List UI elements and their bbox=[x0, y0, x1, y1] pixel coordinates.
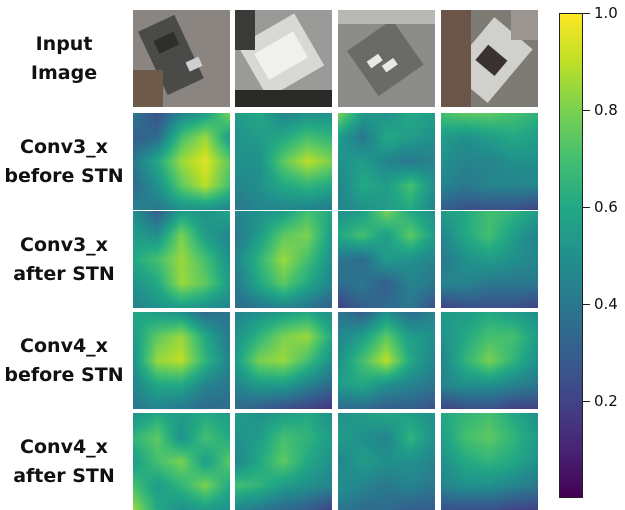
colorbar-tick-label: 0.2 bbox=[594, 392, 618, 410]
colorbar-tick-label: 1.0 bbox=[594, 4, 618, 22]
heatmap-tile bbox=[235, 211, 332, 308]
colorbar-tick bbox=[583, 13, 590, 14]
heatmap-tile bbox=[133, 211, 230, 308]
activation-heatmap bbox=[441, 113, 538, 210]
heatmap-tile bbox=[441, 211, 538, 308]
colorbar-tick-label: 0.6 bbox=[594, 198, 618, 216]
row-label: Input Image bbox=[0, 30, 128, 88]
heatmap-tile bbox=[235, 113, 332, 210]
activation-heatmap bbox=[235, 312, 332, 409]
row-label-line: Image bbox=[30, 61, 98, 84]
row-label-line: after STN bbox=[13, 262, 115, 285]
heatmap-tile bbox=[235, 312, 332, 409]
input-image-tile bbox=[441, 10, 538, 107]
row-label-line: Conv3_x bbox=[20, 135, 108, 158]
activation-heatmap bbox=[441, 413, 538, 510]
activation-heatmap bbox=[235, 113, 332, 210]
colorbar-tick bbox=[583, 207, 590, 208]
activation-heatmap bbox=[133, 113, 230, 210]
row-label-line: before STN bbox=[4, 363, 124, 386]
aerial-car-photo bbox=[133, 10, 230, 107]
heatmap-tile bbox=[441, 113, 538, 210]
row-label-line: before STN bbox=[4, 164, 124, 187]
activation-heatmap bbox=[338, 211, 435, 308]
colorbar-tick bbox=[583, 304, 590, 305]
heatmap-tile bbox=[338, 211, 435, 308]
row-label-line: Conv4_x bbox=[20, 435, 108, 458]
heatmap-tile bbox=[235, 413, 332, 510]
aerial-car-photo bbox=[338, 10, 435, 107]
colorbar bbox=[559, 13, 583, 498]
aerial-car-photo bbox=[235, 10, 332, 107]
activation-heatmap bbox=[133, 413, 230, 510]
heatmap-tile bbox=[133, 413, 230, 510]
input-image-tile bbox=[235, 10, 332, 107]
colorbar-tick bbox=[583, 401, 590, 402]
row-label-line: Conv3_x bbox=[20, 233, 108, 256]
row-label-line: Input bbox=[35, 32, 93, 55]
heatmap-tile bbox=[338, 113, 435, 210]
colorbar-tick-label: 0.4 bbox=[594, 295, 618, 313]
row-label-line: Conv4_x bbox=[20, 334, 108, 357]
activation-heatmap bbox=[441, 312, 538, 409]
row-label-line: after STN bbox=[13, 464, 115, 487]
heatmap-tile bbox=[338, 312, 435, 409]
heatmap-tile bbox=[133, 113, 230, 210]
colorbar-tick bbox=[583, 110, 590, 111]
colorbar-tick-label: 0.8 bbox=[594, 101, 618, 119]
aerial-car-photo bbox=[441, 10, 538, 107]
heatmap-tile bbox=[338, 413, 435, 510]
activation-heatmap bbox=[338, 312, 435, 409]
activation-heatmap bbox=[441, 211, 538, 308]
activation-heatmap bbox=[338, 413, 435, 510]
input-image-tile bbox=[133, 10, 230, 107]
heatmap-tile bbox=[441, 413, 538, 510]
heatmap-tile bbox=[441, 312, 538, 409]
activation-heatmap bbox=[235, 211, 332, 308]
activation-heatmap bbox=[235, 413, 332, 510]
activation-heatmap bbox=[133, 312, 230, 409]
activation-heatmap bbox=[338, 113, 435, 210]
activation-heatmap bbox=[133, 211, 230, 308]
heatmap-tile bbox=[133, 312, 230, 409]
input-image-tile bbox=[338, 10, 435, 107]
